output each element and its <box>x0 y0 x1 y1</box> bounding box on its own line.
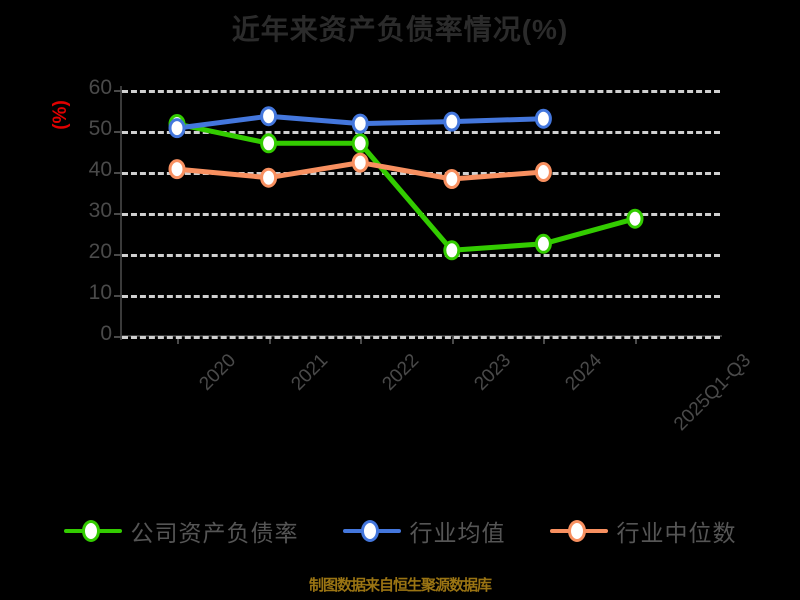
y-axis-tick-mark <box>114 172 122 174</box>
x-axis-tick-mark <box>451 336 454 344</box>
legend-marker-icon <box>549 519 608 543</box>
y-axis-tick-mark <box>114 213 122 215</box>
legend-label: 公司资产负债率 <box>130 520 299 546</box>
y-axis-tick-label: 50 <box>88 117 112 140</box>
x-axis-tick-mark <box>635 336 637 344</box>
data-point-marker[interactable] <box>168 118 186 139</box>
gridline <box>122 295 720 298</box>
page-title: 近年来资产负债率情况(%) <box>231 14 569 45</box>
x-axis-tick-mark <box>268 336 271 344</box>
data-point-marker[interactable] <box>260 133 278 154</box>
y-axis-tick-label: 20 <box>88 240 112 263</box>
data-point-marker[interactable] <box>534 233 552 254</box>
legend-label: 行业中位数 <box>616 520 737 546</box>
y-axis-tick-label: 10 <box>88 281 112 304</box>
y-axis-tick-label: 60 <box>88 76 112 99</box>
series-layer <box>168 106 644 261</box>
legend-item[interactable]: 公司资产负债率 <box>63 514 299 548</box>
gridline <box>122 336 720 339</box>
plot-area <box>122 90 720 339</box>
gridline <box>122 90 720 93</box>
y-axis-tick-mark <box>114 295 122 297</box>
legend-dot <box>567 520 586 542</box>
y-axis-tick-mark <box>114 254 122 256</box>
series-line <box>174 121 638 253</box>
x-axis-tick-mark <box>543 336 546 344</box>
legend-dot <box>360 520 379 542</box>
data-point-marker[interactable] <box>534 162 552 182</box>
chart-legend: 公司资产负债率 行业均值 行业中位数 <box>0 514 800 548</box>
y-axis-tick-label: 40 <box>88 158 112 181</box>
data-point-marker[interactable] <box>351 113 369 134</box>
y-axis-tick-mark <box>114 131 122 133</box>
x-axis-tick-mark <box>177 336 179 344</box>
gridline <box>122 131 720 134</box>
legend-item[interactable]: 行业中位数 <box>549 514 737 548</box>
y-axis-tick-mark <box>114 336 122 338</box>
data-point-marker[interactable] <box>260 167 278 188</box>
x-axis-tick-mark <box>360 336 363 344</box>
y-axis-tick-mark <box>114 90 122 92</box>
data-point-marker[interactable] <box>351 133 369 154</box>
data-point-marker[interactable] <box>443 111 461 132</box>
gridline <box>122 254 720 257</box>
data-point-marker[interactable] <box>168 159 186 180</box>
legend-item[interactable]: 行业均值 <box>342 514 506 548</box>
data-point-marker[interactable] <box>351 152 369 173</box>
data-point-marker[interactable] <box>443 240 461 261</box>
data-point-marker[interactable] <box>260 106 278 127</box>
source-note: 制图数据来自恒生聚源数据库 <box>308 577 492 594</box>
legend-marker-icon <box>63 519 122 543</box>
data-point-marker[interactable] <box>534 108 552 129</box>
legend-marker-icon <box>342 519 401 543</box>
data-point-marker[interactable] <box>626 208 644 229</box>
y-axis-tick-label: 30 <box>88 199 112 222</box>
data-point-marker[interactable] <box>443 169 461 189</box>
y-axis-tick-label: 0 <box>100 322 112 345</box>
legend-label: 行业均值 <box>409 520 506 546</box>
legend-dot <box>81 520 100 542</box>
